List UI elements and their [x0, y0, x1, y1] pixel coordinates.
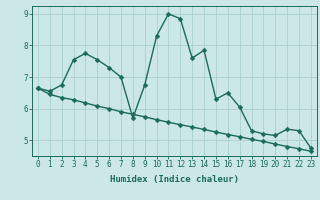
- X-axis label: Humidex (Indice chaleur): Humidex (Indice chaleur): [110, 175, 239, 184]
